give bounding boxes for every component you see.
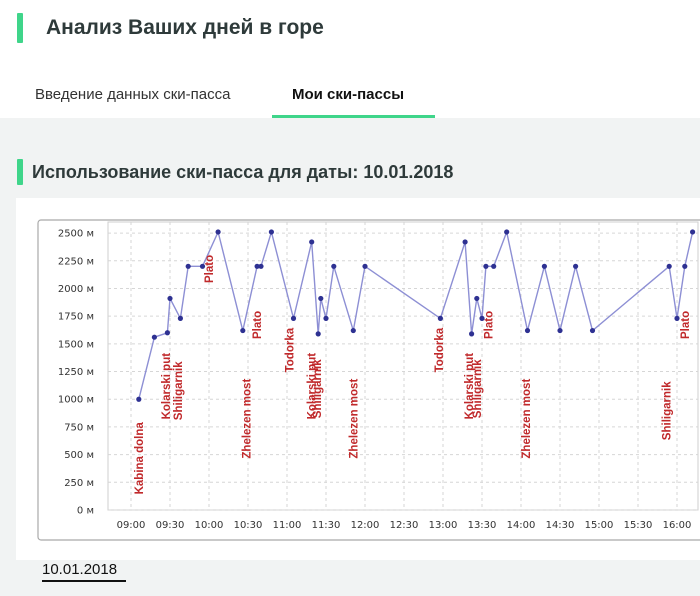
- header-panel: Анализ Ваших дней в горе Введение данных…: [0, 0, 700, 118]
- lift-label: Zhelezen most: [242, 379, 254, 459]
- data-point: [474, 295, 480, 302]
- chart-card: 0 м 250 м 500 м 750 м 1000 м 1250 м 1500 м 1750…: [16, 198, 700, 560]
- data-point: [290, 315, 297, 321]
- data-point: [573, 263, 579, 269]
- section-title: Использование ски-пасса для даты: 10.01.…: [32, 162, 454, 182]
- data-point: [254, 263, 260, 269]
- x-tick-label: 15:30: [624, 520, 653, 531]
- lift-label: Kabina dolna: [134, 422, 146, 495]
- data-point: [690, 229, 696, 235]
- tab-bar: Введение данных ски-пасса Мои ски-пассы: [0, 80, 700, 118]
- y-tick-label: 250 м: [64, 478, 94, 489]
- data-point: [541, 263, 548, 269]
- data-point: [215, 229, 221, 235]
- data-point: [167, 295, 173, 302]
- lift-label: Kolarski put: [307, 353, 319, 420]
- lift-label: Kolarski put: [464, 353, 476, 420]
- data-point: [491, 263, 497, 269]
- data-point: [151, 334, 157, 340]
- y-tick-label: 1500 м: [58, 339, 94, 350]
- x-tick-label: 15:00: [585, 520, 614, 531]
- lift-label: Plato: [680, 311, 692, 339]
- data-point: [524, 327, 531, 334]
- lift-label: Zhelezen most: [521, 379, 533, 459]
- data-point: [469, 331, 475, 337]
- data-point: [682, 263, 688, 269]
- data-point: [315, 331, 321, 337]
- x-tick-label: 10:30: [234, 520, 263, 531]
- lift-label: Todorka: [285, 327, 297, 372]
- lift-label: Shiligarnik: [173, 361, 185, 420]
- lift-label: Shiligarnik: [662, 381, 674, 440]
- date-link[interactable]: 10.01.2018: [42, 561, 118, 578]
- y-tick-label: 0 м: [77, 506, 94, 517]
- x-tick-label: 11:30: [312, 520, 341, 531]
- data-point: [483, 263, 489, 269]
- active-tab-indicator: [272, 115, 435, 118]
- data-point: [199, 263, 206, 269]
- data-point: [318, 295, 324, 302]
- data-point: [437, 315, 443, 321]
- x-tick-label: 12:30: [390, 520, 419, 531]
- lift-label: Shiligarnik: [472, 359, 484, 418]
- lift-label: Shiligarnik: [312, 359, 324, 418]
- data-point: [589, 327, 596, 334]
- section-accent-bar: [17, 159, 23, 185]
- data-point: [323, 315, 329, 321]
- lift-label: Todorka: [434, 327, 446, 372]
- page-title: Анализ Ваших дней в горе: [46, 16, 324, 39]
- data-point: [309, 239, 315, 245]
- data-point: [258, 263, 264, 269]
- lift-label: Zhelezen most: [348, 379, 360, 459]
- x-tick-label: 14:00: [507, 520, 536, 531]
- y-tick-label: 2500 м: [58, 229, 94, 240]
- lift-label: Kolarski put: [161, 353, 173, 420]
- data-point: [185, 263, 191, 269]
- data-point: [268, 229, 274, 235]
- x-tick-label: 09:00: [117, 520, 146, 531]
- data-point: [666, 263, 672, 269]
- data-point: [136, 396, 142, 402]
- data-point: [164, 330, 170, 336]
- y-tick-label: 1000 м: [58, 395, 94, 406]
- y-tick-label: 2000 м: [58, 284, 94, 295]
- header-accent-bar: [17, 13, 23, 43]
- y-tick-label: 500 м: [64, 450, 94, 461]
- x-tick-label: 13:00: [429, 520, 458, 531]
- x-tick-label: 13:30: [468, 520, 497, 531]
- x-tick-label: 09:30: [156, 520, 185, 531]
- x-tick-label: 11:00: [273, 520, 302, 531]
- data-point: [479, 315, 485, 321]
- lift-label: Plato: [484, 311, 496, 339]
- data-point: [557, 327, 563, 334]
- ski-usage-chart: 0 м 250 м 500 м 750 м 1000 м 1250 м 1500 м 1750…: [37, 219, 700, 541]
- data-point: [177, 315, 183, 321]
- x-tick-label: 16:00: [663, 520, 692, 531]
- y-tick-label: 1750 м: [58, 312, 94, 323]
- data-point: [362, 263, 368, 269]
- data-point: [674, 315, 680, 321]
- y-tick-label: 2250 м: [58, 256, 94, 267]
- x-tick-label: 14:30: [546, 520, 575, 531]
- tab-ski-pass-entry[interactable]: Введение данных ски-пасса: [35, 86, 231, 103]
- date-link-underline: [42, 580, 126, 582]
- data-point: [331, 263, 337, 269]
- data-point: [462, 239, 468, 245]
- lift-label: Plato: [252, 311, 264, 339]
- data-point: [350, 327, 356, 334]
- tab-my-ski-passes[interactable]: Мои ски-пассы: [292, 86, 405, 103]
- y-tick-label: 1250 м: [58, 367, 94, 378]
- data-point: [240, 327, 246, 334]
- y-tick-label: 750 м: [64, 422, 94, 433]
- data-point: [504, 229, 510, 235]
- x-tick-label: 10:00: [195, 520, 224, 531]
- x-tick-label: 12:00: [351, 520, 380, 531]
- chart-frame: [37, 219, 700, 541]
- lift-label: Plato: [204, 255, 216, 283]
